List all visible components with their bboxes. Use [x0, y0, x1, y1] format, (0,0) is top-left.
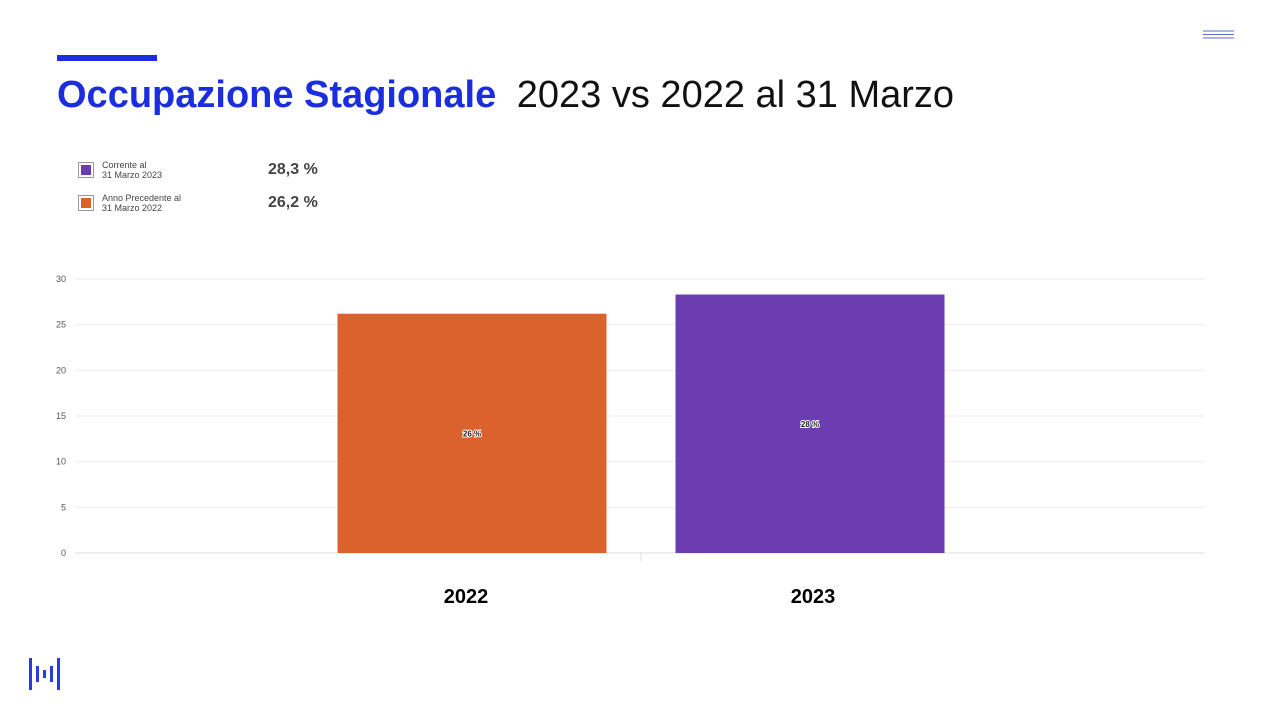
legend-label: Anno Precedente al 31 Marzo 2022	[102, 193, 182, 213]
menu-icon	[1203, 30, 1234, 39]
y-tick-label: 10	[56, 457, 66, 467]
accent-bar	[57, 55, 157, 61]
bar	[337, 313, 607, 553]
y-tick-label: 0	[61, 548, 66, 558]
legend-entry: Anno Precedente al 31 Marzo 2022 26,2 %	[78, 193, 318, 213]
legend-swatch	[78, 162, 94, 178]
legend-swatch	[78, 195, 94, 211]
y-tick-label: 25	[56, 320, 66, 330]
x-tick-label: 2022	[444, 586, 489, 608]
chart-title: Occupazione Stagionale 2023 vs 2022 al 3…	[57, 74, 954, 116]
bar	[675, 294, 945, 553]
y-tick-label: 30	[56, 274, 66, 284]
value-label: 26 %	[463, 429, 481, 438]
legend-label: Corrente al 31 Marzo 2023	[102, 160, 163, 180]
y-tick-label: 20	[56, 365, 66, 375]
legend-entry: Corrente al 31 Marzo 2023 28,3 %	[78, 160, 318, 180]
title-rest: 2023 vs 2022 al 31 Marzo	[517, 74, 954, 116]
title-bold: Occupazione Stagionale	[57, 74, 496, 116]
legend-value: 28,3 %	[268, 161, 318, 178]
x-tick-label: 2023	[791, 586, 836, 608]
logo	[29, 658, 60, 690]
y-tick-label: 5	[61, 502, 66, 512]
legend-value: 26,2 %	[268, 194, 318, 211]
y-tick-label: 15	[56, 411, 66, 421]
value-label: 28 %	[801, 420, 819, 429]
